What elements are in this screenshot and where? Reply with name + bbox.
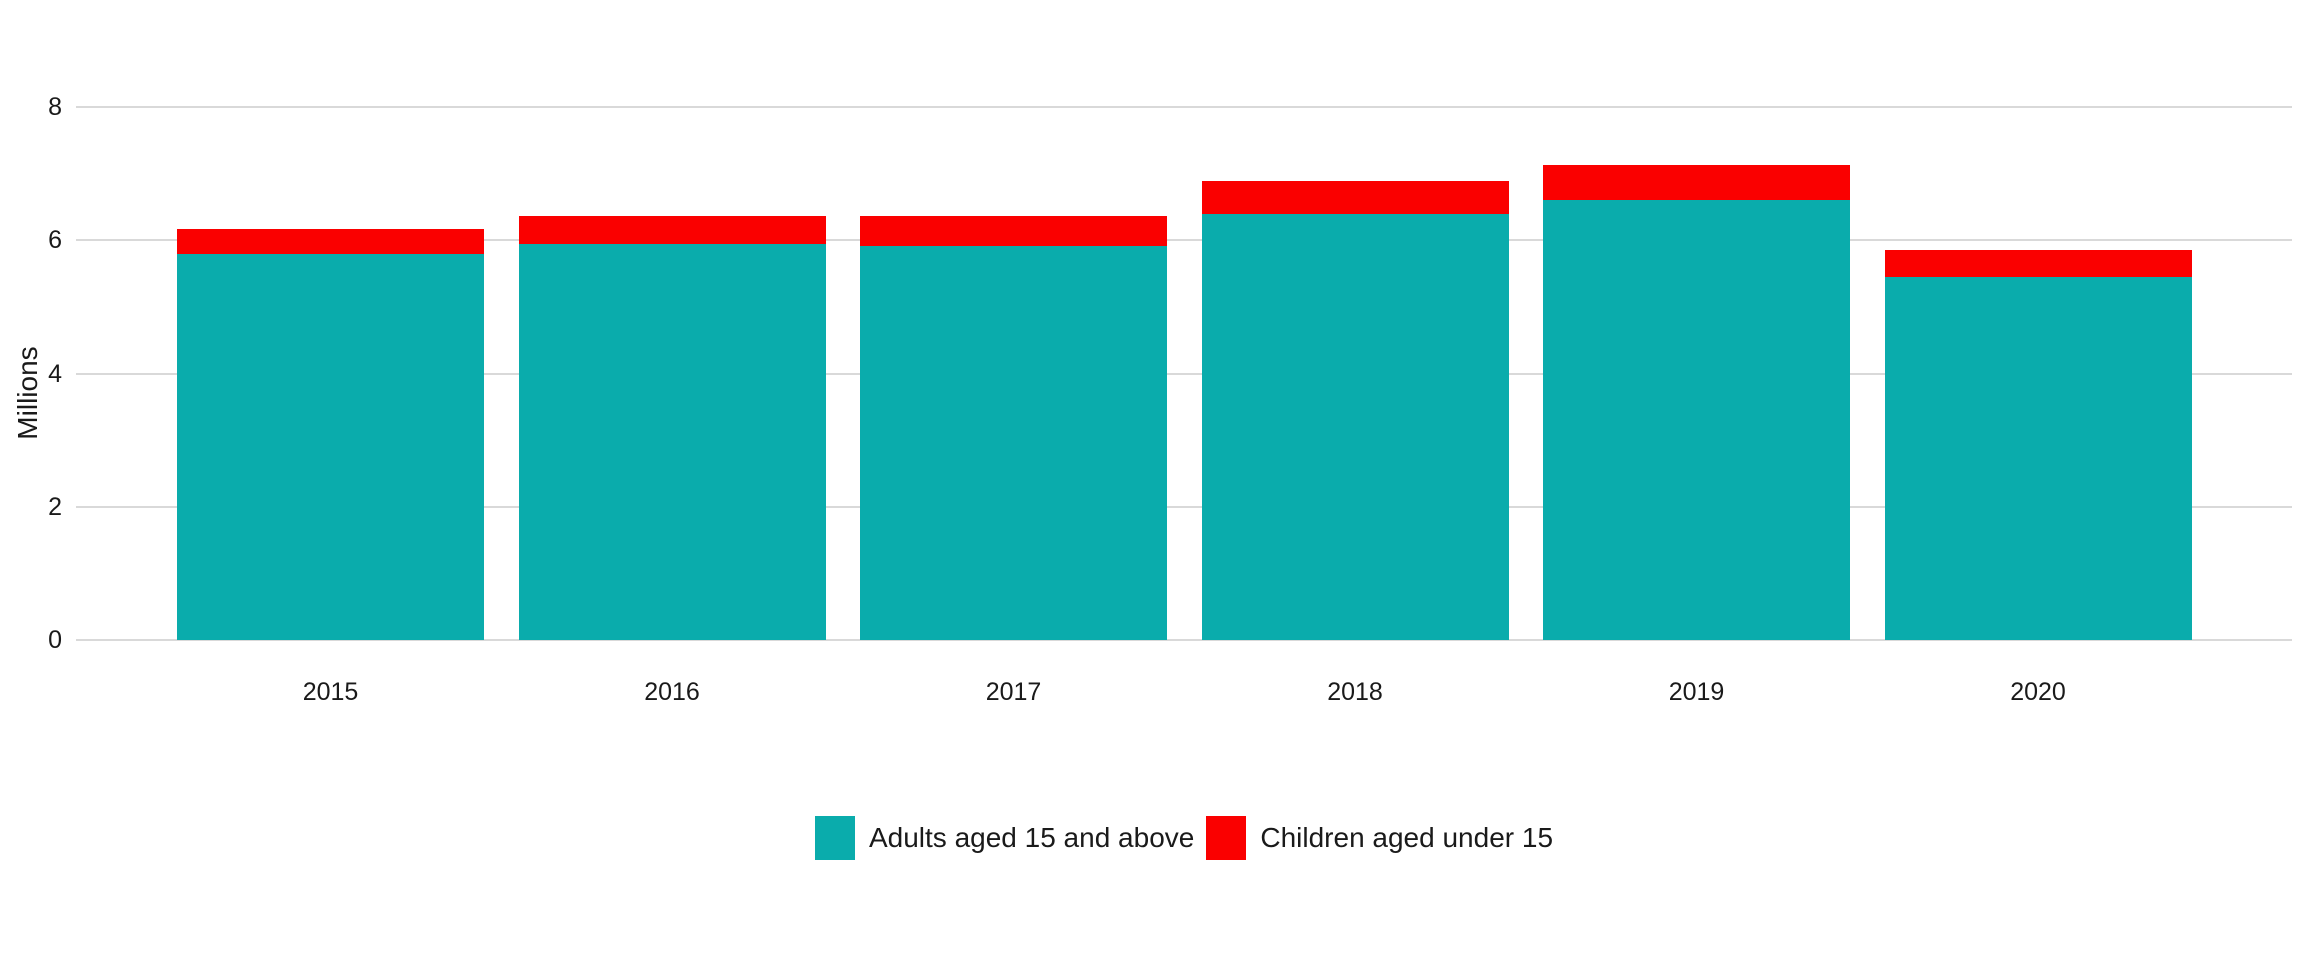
x-tick-label: 2020 [2010,678,2066,706]
bar-2020 [1884,0,2192,640]
x-tick-label: 2015 [302,678,359,706]
gridline [76,372,2292,375]
bar-2015-segment-children[interactable] [177,228,484,254]
gridline [76,106,2292,108]
bar-2015 [177,0,484,640]
bar-2020-segment-children[interactable] [1884,250,2192,277]
legend-swatch-children [1206,816,1247,860]
legend: Adults aged 15 and above Children aged un… [76,816,2292,860]
y-tick-label: 2 [48,492,62,521]
bar-2019-segment-adults[interactable] [1543,199,1850,640]
bar-2017 [860,0,1167,640]
bar-2018-segment-adults[interactable] [1201,214,1509,640]
gridline [76,505,2292,508]
x-tick-label: 2017 [985,678,1042,706]
bar-2020-segment-adults[interactable] [1884,276,2192,640]
legend-item-children[interactable]: Children aged under 15 [1206,816,1553,860]
bar-2018 [1201,0,1509,640]
bar-2019-segment-children[interactable] [1543,164,1850,200]
bar-2016-segment-adults[interactable] [518,244,826,640]
gridline [76,239,2292,242]
y-tick-label: 8 [48,93,62,121]
x-tick-label: 2019 [1668,678,1725,706]
bar-2019 [1543,0,1850,640]
bar-2016-segment-children[interactable] [518,215,826,245]
gridline [76,639,2292,641]
bar-2015-segment-adults[interactable] [177,253,484,640]
legend-item-adults[interactable]: Adults aged 15 and above [814,816,1195,860]
bar-2017-segment-adults[interactable] [860,245,1167,640]
bar-2016 [518,0,826,640]
y-tick-label: 0 [48,626,62,654]
x-tick-label: 2018 [1327,678,1383,706]
bar-2018-segment-children[interactable] [1201,180,1509,215]
bar-2017-segment-children[interactable] [860,215,1167,246]
y-tick-label: 6 [48,226,62,255]
x-tick-label: 2016 [644,678,700,706]
legend-label: Adults aged 15 and above [868,822,1195,853]
legend-label: Children aged under 15 [1260,822,1554,853]
y-tick-label: 4 [48,359,62,388]
legend-swatch-adults [814,816,855,860]
y-axis-title: Millions [12,346,43,440]
